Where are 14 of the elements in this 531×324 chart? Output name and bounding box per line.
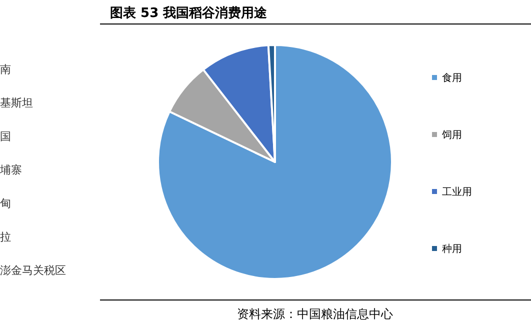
- text: 拉: [0, 230, 11, 244]
- legend-label: 饲用: [441, 130, 462, 141]
- text: 资料来源：中国粮油信息中心: [237, 307, 393, 321]
- legend-label: 工业用: [442, 186, 472, 198]
- text: 澎金马关税区: [0, 264, 66, 277]
- chart-title: 图表 53 我国稻谷消费用途: [110, 5, 268, 21]
- text: 甸: [0, 197, 11, 210]
- legend-label: 食用: [442, 72, 462, 84]
- text: 埔寨: [0, 164, 22, 176]
- pie-slice: [157, 44, 393, 280]
- legend-label: 种用: [442, 243, 462, 255]
- text: 国: [0, 130, 11, 143]
- text: 基斯坦: [0, 96, 33, 110]
- text: 南: [0, 63, 11, 76]
